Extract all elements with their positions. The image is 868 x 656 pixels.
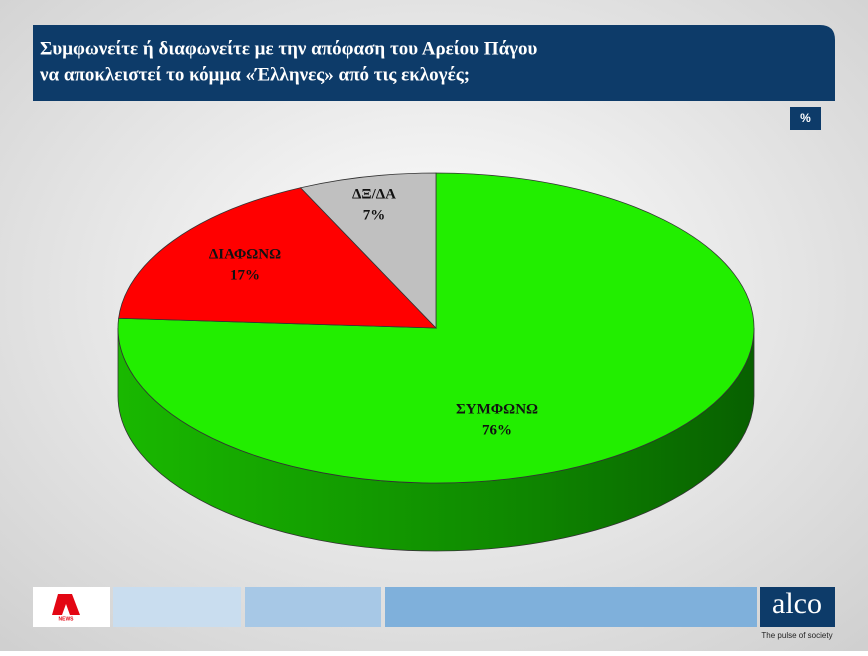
channel-logo	[52, 594, 80, 615]
slice-label: ΣΥΜΦΩΝΩ	[456, 401, 538, 417]
value-label: 7%	[363, 207, 386, 223]
footer-band	[385, 587, 757, 627]
pie: ΣΥΜΦΩΝΩ 76% ΔΙΑΦΩΝΩ 17% ΔΞ/ΔΑ 7%	[117, 172, 755, 552]
channel-logo-text: NEWS	[59, 616, 75, 622]
footer-band	[245, 587, 381, 627]
unit-label: %	[800, 111, 811, 125]
footer-band	[113, 587, 241, 627]
slice-label: ΔΙΑΦΩΝΩ	[209, 246, 281, 262]
company-logo: alco	[772, 587, 822, 620]
chart-title: Συμφωνείτε ή διαφωνείτε με την απόφαση τ…	[40, 38, 538, 59]
slice-label: ΔΞ/ΔΑ	[352, 186, 396, 202]
header-bar	[33, 25, 835, 101]
company-logo-box	[760, 587, 835, 627]
pie-slice	[118, 187, 437, 329]
value-label: 17%	[230, 267, 260, 283]
slogan: The pulse of society	[761, 631, 832, 640]
unit-badge	[790, 107, 821, 130]
value-label: 76%	[482, 422, 512, 438]
chart-title: να αποκλειστεί το κόμμα «Έλληνες» από τι…	[39, 64, 470, 85]
pie-slice	[299, 172, 437, 329]
